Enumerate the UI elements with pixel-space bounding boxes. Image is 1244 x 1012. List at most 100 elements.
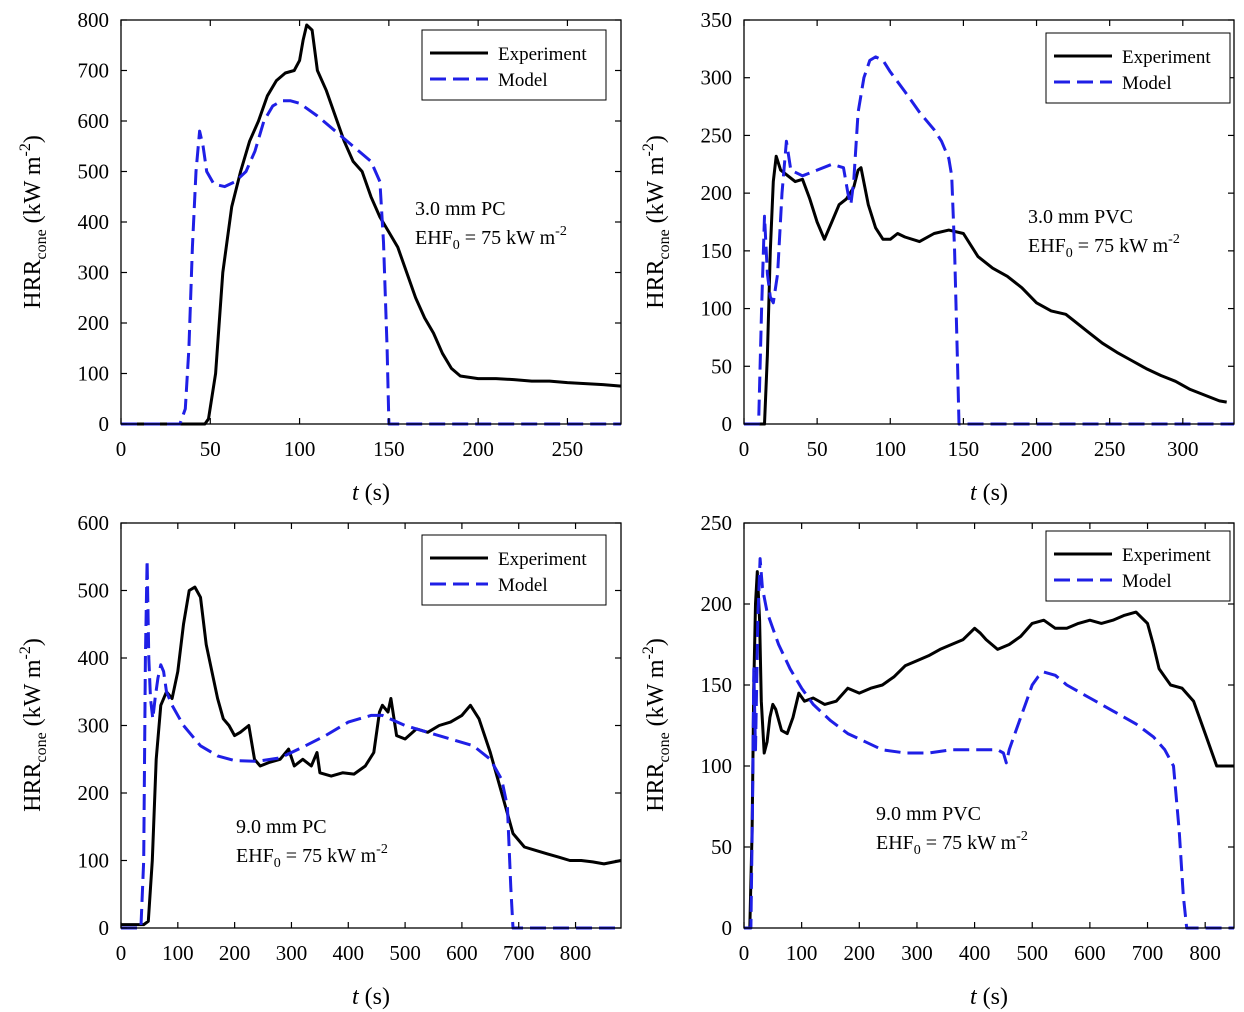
series-line-model — [744, 55, 1234, 426]
y-tick-label: 150 — [701, 239, 733, 263]
annotation-heat-flux: EHF0 = 75 kW m-2 — [1028, 232, 1180, 261]
series-line-experiment — [121, 585, 622, 927]
x-tick-label: 800 — [1189, 941, 1221, 965]
x-axis-label: t (s) — [352, 480, 390, 506]
y-tick-label: 400 — [78, 210, 110, 234]
annotation-sample: 9.0 mm PVC — [876, 803, 981, 825]
y-tick-label: 100 — [701, 754, 733, 778]
y-tick-label: 300 — [78, 714, 110, 738]
legend-box — [1045, 530, 1231, 602]
x-tick-label: 400 — [959, 941, 991, 965]
y-tick-label: 500 — [78, 160, 110, 184]
legend: Experiment Model — [421, 534, 607, 606]
x-tick-label: 600 — [446, 941, 478, 965]
legend-label-model: Model — [1122, 571, 1172, 592]
legend: Experiment Model — [1045, 530, 1231, 602]
y-tick-label: 150 — [701, 673, 733, 697]
x-tick-label: 0 — [739, 437, 750, 461]
y-tick-label: 50 — [711, 835, 732, 859]
y-tick-label: 250 — [701, 511, 733, 535]
legend-label-experiment: Experiment — [1122, 545, 1211, 566]
y-tick-label: 200 — [701, 592, 733, 616]
x-tick-label: 100 — [786, 941, 818, 965]
series-line-model — [121, 99, 621, 426]
legend: Experiment Model — [1045, 32, 1231, 104]
y-axis-label: HRRcone (kW m-2) — [640, 135, 673, 309]
x-axis-label: t (s) — [352, 984, 390, 1010]
chart-pc-9mm: 0 100 200 300 400 500 600 700 800 0 100 200 300 400 50… — [17, 511, 622, 1010]
x-tick-label: 0 — [739, 941, 750, 965]
y-tick-label: 200 — [78, 781, 110, 805]
x-tick-label: 250 — [552, 437, 584, 461]
x-tick-label: 150 — [373, 437, 405, 461]
annotation-heat-flux: EHF0 = 75 kW m-2 — [415, 224, 567, 253]
x-tick-label: 400 — [333, 941, 365, 965]
y-axis-label: HRRcone (kW m-2) — [640, 638, 673, 812]
chart-pvc-3mm: 0 50 100 150 200 250 300 0 50 100 150 200 250 300 350 t… — [640, 8, 1235, 506]
y-tick-label: 100 — [78, 849, 110, 873]
series-line-model — [744, 557, 1234, 930]
legend-label-model: Model — [498, 70, 548, 91]
y-tick-label: 200 — [78, 311, 110, 335]
y-tick-label: 100 — [78, 362, 110, 386]
x-tick-label: 500 — [389, 941, 421, 965]
annotation-heat-flux: EHF0 = 75 kW m-2 — [876, 829, 1028, 858]
x-tick-label: 300 — [1167, 437, 1199, 461]
legend-label-model: Model — [1122, 73, 1172, 94]
y-tick-label: 300 — [78, 261, 110, 285]
plot-frame — [743, 522, 1235, 929]
x-tick-label: 300 — [276, 941, 308, 965]
plot-frame — [743, 19, 1235, 425]
y-tick-label: 250 — [701, 123, 733, 147]
x-tick-label: 500 — [1016, 941, 1048, 965]
y-tick-label: 100 — [701, 297, 733, 321]
x-tick-label: 200 — [844, 941, 876, 965]
annotation-sample: 3.0 mm PC — [415, 198, 506, 220]
x-tick-label: 100 — [875, 437, 907, 461]
x-tick-label: 100 — [284, 437, 316, 461]
legend-label-experiment: Experiment — [498, 44, 587, 65]
y-tick-label: 400 — [78, 646, 110, 670]
legend-label-model: Model — [498, 575, 548, 596]
series-line-experiment — [121, 23, 622, 426]
legend-box — [1045, 32, 1231, 104]
x-tick-label: 50 — [807, 437, 828, 461]
y-tick-label: 500 — [78, 579, 110, 603]
y-tick-label: 0 — [99, 916, 110, 940]
y-tick-label: 600 — [78, 511, 110, 535]
x-tick-label: 700 — [1132, 941, 1164, 965]
legend: Experiment Model — [421, 29, 607, 101]
legend-label-experiment: Experiment — [498, 549, 587, 570]
y-tick-label: 0 — [722, 412, 733, 436]
annotation-heat-flux: EHF0 = 75 kW m-2 — [236, 842, 388, 871]
x-tick-label: 0 — [116, 941, 127, 965]
y-tick-label: 350 — [701, 8, 733, 32]
x-tick-label: 50 — [200, 437, 221, 461]
x-tick-label: 300 — [901, 941, 933, 965]
y-tick-label: 700 — [78, 59, 110, 83]
annotation-sample: 9.0 mm PC — [236, 816, 327, 838]
series-line-experiment — [744, 570, 1234, 930]
y-tick-label: 0 — [99, 412, 110, 436]
x-tick-label: 800 — [560, 941, 592, 965]
legend-box — [421, 29, 607, 101]
annotation-sample: 3.0 mm PVC — [1028, 206, 1133, 228]
y-tick-label: 200 — [701, 181, 733, 205]
y-axis-label: HRRcone (kW m-2) — [17, 638, 50, 812]
legend-box — [421, 534, 607, 606]
x-tick-label: 200 — [219, 941, 251, 965]
series-line-experiment — [744, 154, 1227, 426]
y-tick-label: 300 — [701, 66, 733, 90]
x-tick-label: 0 — [116, 437, 127, 461]
x-tick-label: 150 — [948, 437, 980, 461]
chart-pc-3mm: 0 50 100 150 200 250 0 100 200 300 400 500 600 700 800… — [17, 8, 622, 506]
chart-pvc-9mm: 0 100 200 300 400 500 600 700 800 0 50 100 150 200 250… — [640, 511, 1235, 1010]
x-tick-label: 100 — [162, 941, 194, 965]
y-tick-label: 800 — [78, 8, 110, 32]
y-axis-label: HRRcone (kW m-2) — [17, 135, 50, 309]
y-tick-label: 50 — [711, 354, 732, 378]
x-tick-label: 250 — [1094, 437, 1126, 461]
legend-label-experiment: Experiment — [1122, 47, 1211, 68]
series-line-model — [121, 558, 621, 930]
